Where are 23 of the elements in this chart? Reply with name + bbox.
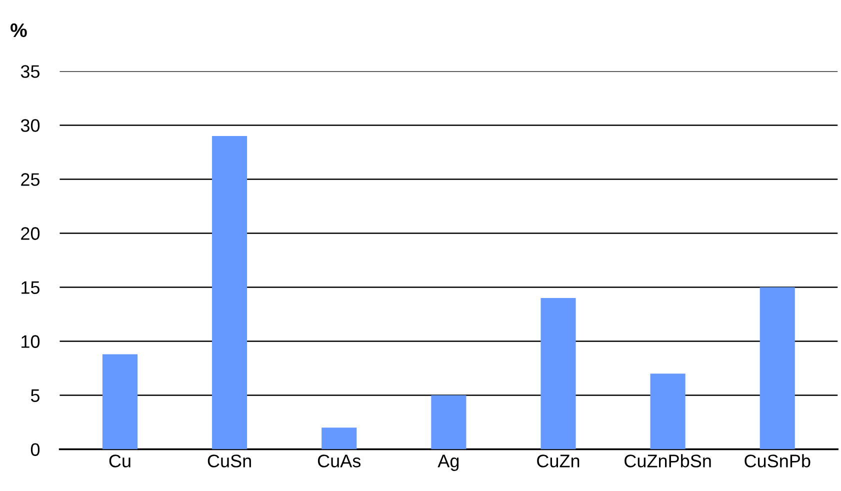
x-tick-label: CuZnPbSn [624, 454, 711, 468]
bar [540, 298, 576, 450]
x-tick-label: Ag [438, 454, 459, 471]
y-tick-label: 15 [22, 281, 40, 294]
y-tick-label: 35 [20, 65, 40, 78]
bar [431, 395, 466, 450]
y-tick-label: 10 [22, 335, 40, 348]
y-tick-label: 0 [30, 443, 40, 456]
x-tick-label: CuAs [318, 454, 361, 468]
bar [212, 136, 248, 450]
bar [102, 354, 138, 450]
y-tick-label: 20 [21, 227, 40, 240]
bar [650, 374, 686, 450]
x-tick-label: CuSnPb [744, 454, 810, 468]
y-tick-label: 5 [30, 389, 40, 402]
bar [322, 428, 357, 450]
bar [760, 287, 795, 450]
x-tick-label: CuZn [537, 454, 580, 468]
y-tick-label: 30 [20, 119, 40, 132]
y-tick-label: 25 [21, 173, 40, 186]
x-tick-label: Cu [109, 454, 130, 468]
x-tick-label: CuSn [208, 454, 251, 468]
y-axis-title: % [10, 23, 27, 38]
